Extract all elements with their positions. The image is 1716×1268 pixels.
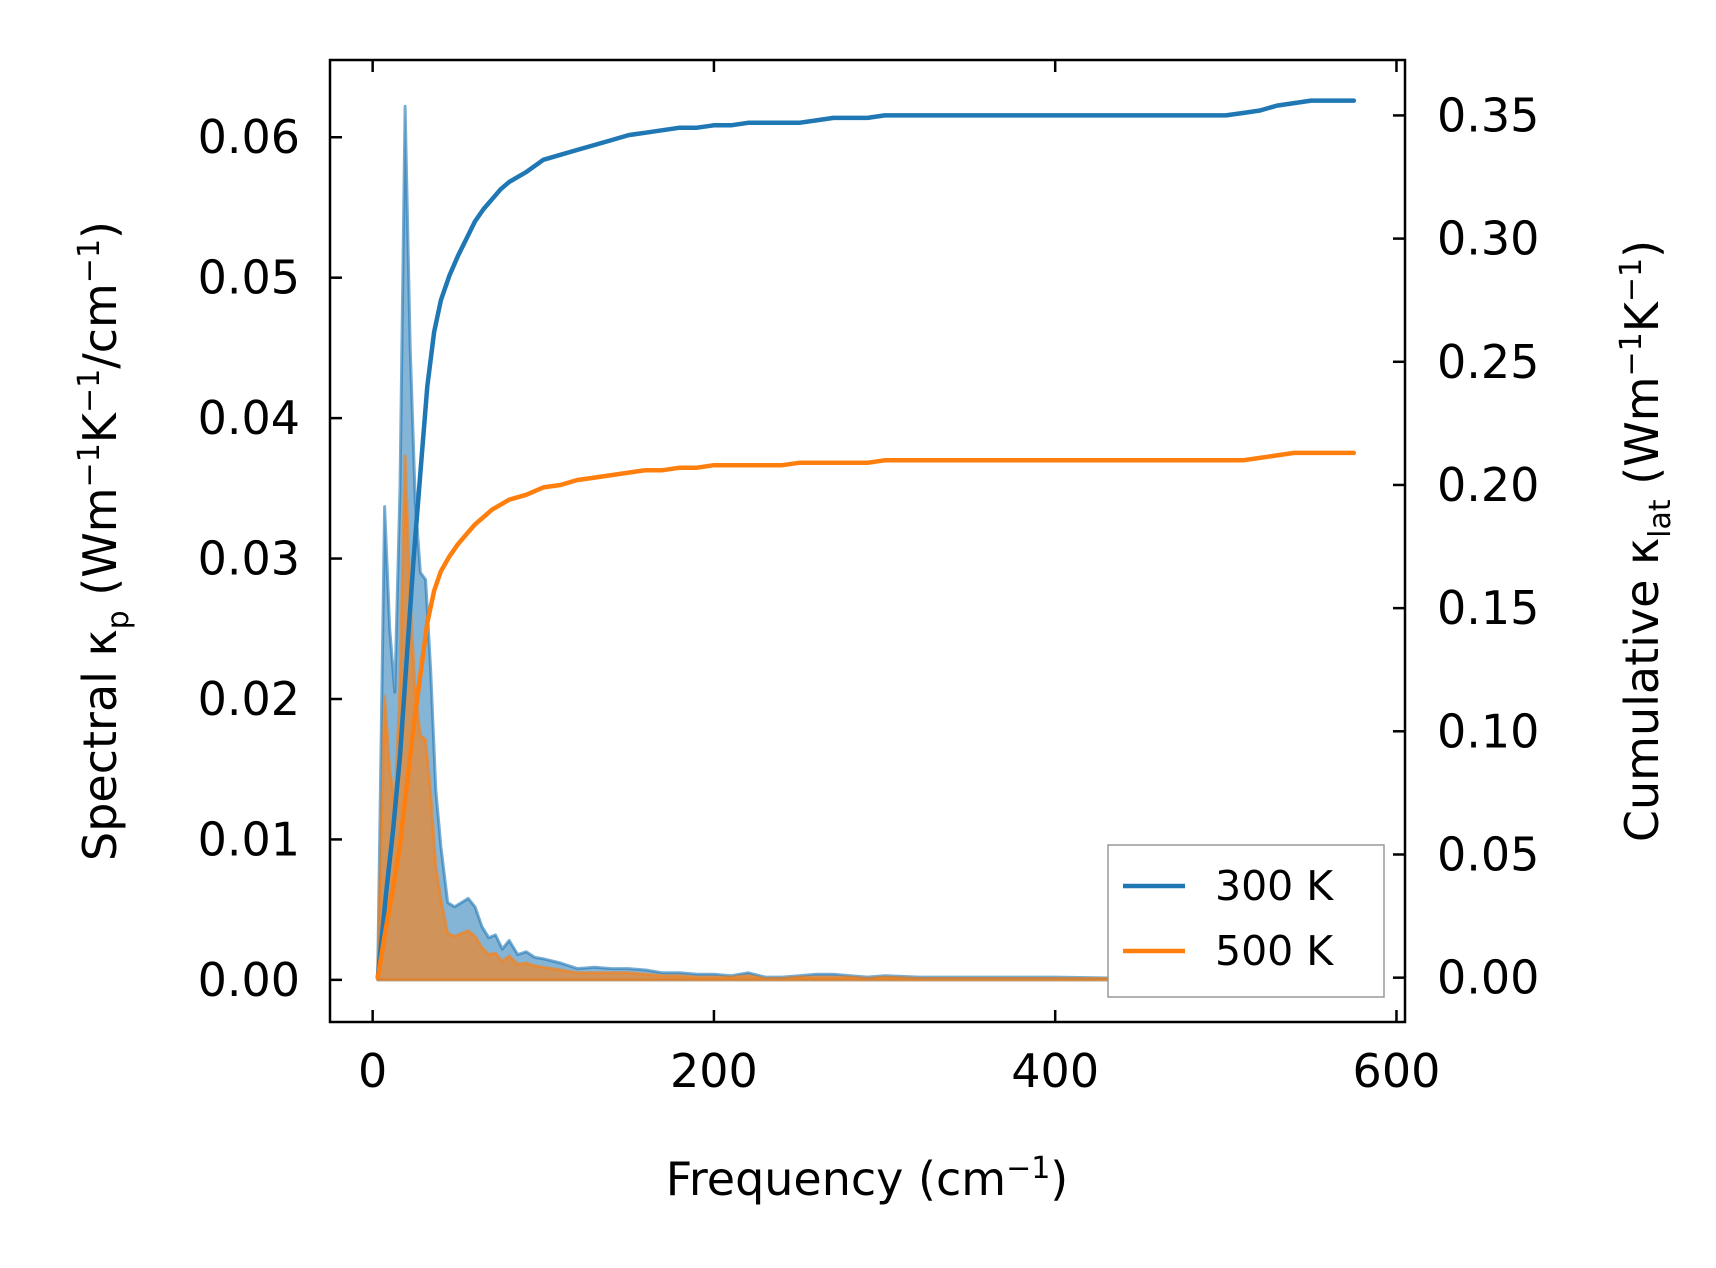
- y-left-tick-label: 0.04: [198, 391, 300, 445]
- y-left-tick-label: 0.05: [198, 251, 300, 305]
- cumulative-line-500k: [375, 450, 1357, 980]
- plot-frame: [328, 58, 1407, 1024]
- y-left-tick-label: 0.02: [198, 672, 300, 726]
- y-left-tick-label: 0.00: [198, 953, 300, 1007]
- legend-label-500k: 500 K: [1215, 927, 1334, 975]
- y-axis-right-label: Cumulative κlat (Wm−1K−1): [1614, 240, 1678, 842]
- legend-box: [1107, 844, 1385, 998]
- legend: 300 K 500 K: [1107, 844, 1385, 998]
- x-axis-label: Frequency (cm−1): [666, 1151, 1069, 1206]
- y-right-tick-label: 0.35: [1437, 88, 1539, 142]
- y-right-tick-label: 0.05: [1437, 827, 1539, 881]
- y-right-tick-label: 0.30: [1437, 212, 1539, 266]
- y-axis-left-label: Spectral κp (Wm−1K−1/cm−1): [72, 221, 136, 861]
- y-right-tick-label: 0.25: [1437, 335, 1539, 389]
- y-right-tick-label: 0.00: [1437, 951, 1539, 1005]
- legend-label-300k: 300 K: [1215, 862, 1334, 910]
- x-tick-label: 400: [1011, 1044, 1099, 1098]
- tick-layer: 0 200 400 600 0.00 0.01 0.02 0.03 0.04 0.05 0.06 0.…: [198, 60, 1539, 1098]
- cumulative-line-300k: [375, 98, 1357, 980]
- y-right-tick-label: 0.20: [1437, 458, 1539, 512]
- y-left-tick-label: 0.01: [198, 812, 300, 866]
- x-tick-label: 0: [358, 1044, 387, 1098]
- x-tick-label: 600: [1353, 1044, 1441, 1098]
- y-left-tick-label: 0.06: [198, 110, 300, 164]
- y-right-tick-label: 0.15: [1437, 581, 1539, 635]
- y-right-tick-label: 0.10: [1437, 704, 1539, 758]
- x-tick-label: 200: [670, 1044, 758, 1098]
- cumulative-line-layer: [375, 98, 1357, 980]
- y-left-tick-label: 0.03: [198, 532, 300, 586]
